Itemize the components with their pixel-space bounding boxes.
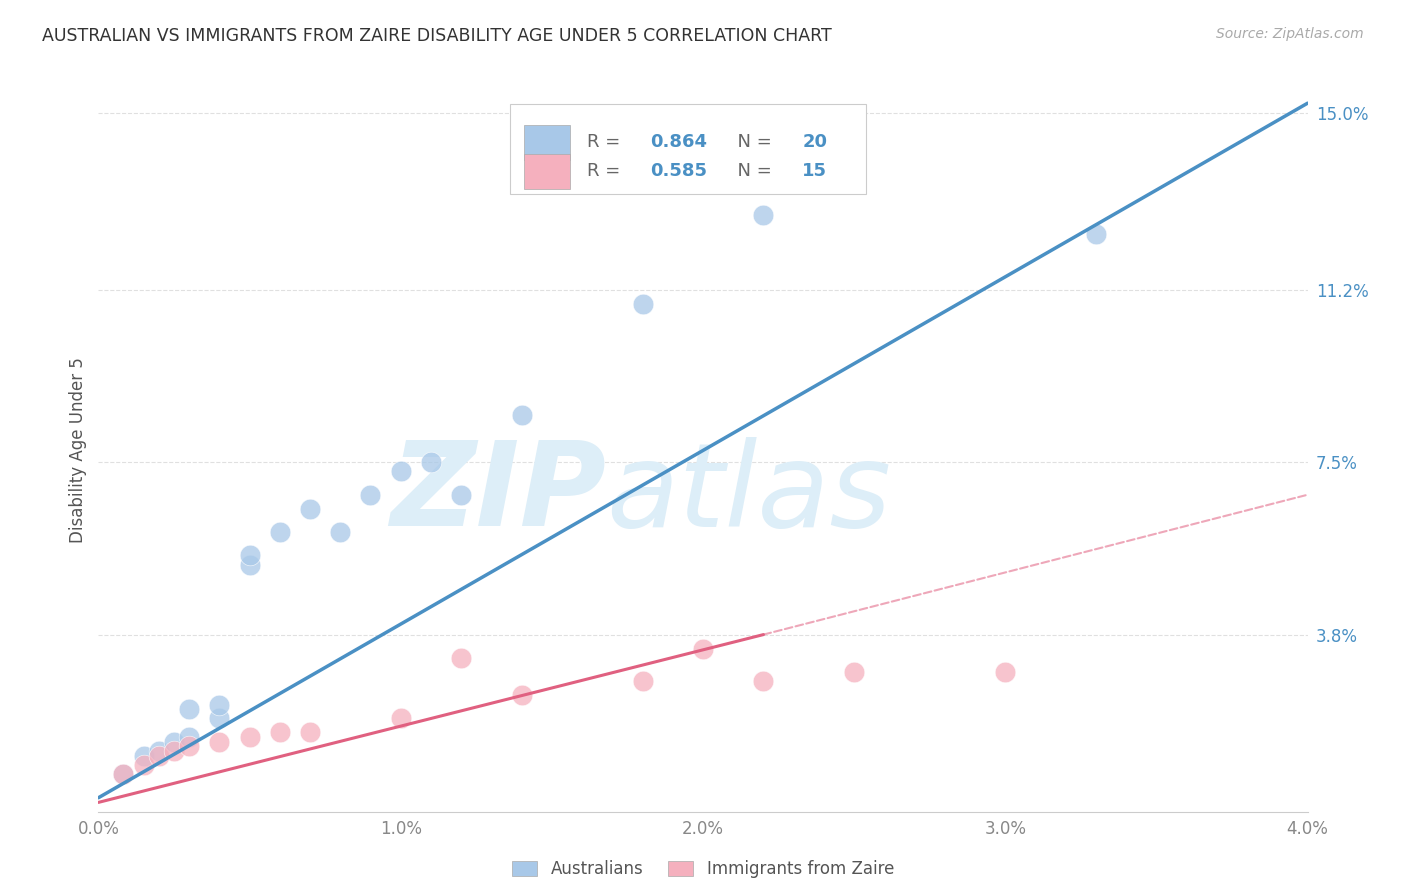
- Text: N =: N =: [725, 162, 778, 180]
- Text: 0.864: 0.864: [650, 134, 707, 152]
- Text: Source: ZipAtlas.com: Source: ZipAtlas.com: [1216, 27, 1364, 41]
- FancyBboxPatch shape: [509, 103, 866, 194]
- Legend: Australians, Immigrants from Zaire: Australians, Immigrants from Zaire: [503, 852, 903, 887]
- Point: [450, 488, 472, 502]
- Point: [111, 767, 134, 781]
- Point: [389, 465, 412, 479]
- Point: [208, 698, 231, 712]
- Point: [692, 641, 714, 656]
- Text: 15: 15: [803, 162, 827, 180]
- Text: 20: 20: [803, 134, 827, 152]
- Point: [269, 524, 291, 539]
- Point: [752, 674, 775, 689]
- Point: [179, 730, 201, 744]
- Point: [329, 524, 352, 539]
- Point: [239, 558, 262, 572]
- Point: [132, 748, 155, 763]
- Text: atlas: atlas: [606, 437, 891, 551]
- Text: 0.585: 0.585: [650, 162, 707, 180]
- Text: N =: N =: [725, 134, 778, 152]
- Point: [510, 409, 533, 423]
- Point: [148, 748, 170, 763]
- Point: [269, 725, 291, 739]
- Point: [239, 730, 262, 744]
- Point: [132, 758, 155, 772]
- Point: [299, 725, 322, 739]
- Point: [631, 674, 654, 689]
- Point: [1085, 227, 1108, 241]
- Text: R =: R =: [586, 162, 626, 180]
- FancyBboxPatch shape: [524, 154, 569, 189]
- Point: [631, 296, 654, 310]
- Point: [208, 711, 231, 725]
- Point: [179, 702, 201, 716]
- Y-axis label: Disability Age Under 5: Disability Age Under 5: [69, 358, 87, 543]
- Point: [752, 208, 775, 222]
- Point: [163, 744, 186, 758]
- Point: [994, 665, 1017, 679]
- Point: [389, 711, 412, 725]
- Point: [299, 501, 322, 516]
- Point: [844, 665, 866, 679]
- Point: [239, 549, 262, 563]
- Point: [360, 488, 382, 502]
- Point: [179, 739, 201, 754]
- Point: [163, 735, 186, 749]
- Point: [111, 767, 134, 781]
- Point: [420, 455, 443, 469]
- Point: [148, 744, 170, 758]
- Text: ZIP: ZIP: [391, 436, 606, 551]
- Point: [510, 688, 533, 702]
- Point: [450, 651, 472, 665]
- Point: [208, 735, 231, 749]
- FancyBboxPatch shape: [524, 125, 569, 160]
- Text: R =: R =: [586, 134, 626, 152]
- Text: AUSTRALIAN VS IMMIGRANTS FROM ZAIRE DISABILITY AGE UNDER 5 CORRELATION CHART: AUSTRALIAN VS IMMIGRANTS FROM ZAIRE DISA…: [42, 27, 832, 45]
